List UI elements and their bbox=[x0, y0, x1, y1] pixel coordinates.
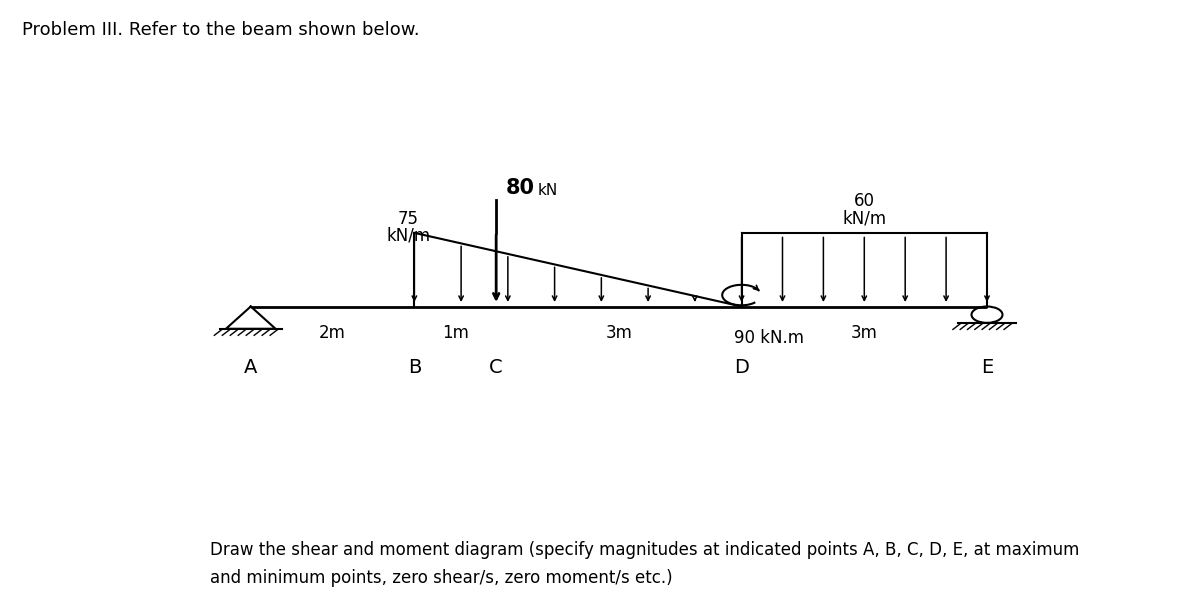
Text: D: D bbox=[734, 357, 749, 376]
Text: 80: 80 bbox=[505, 178, 534, 198]
Text: B: B bbox=[408, 357, 421, 376]
Text: 75: 75 bbox=[397, 210, 419, 228]
Text: C: C bbox=[490, 357, 503, 376]
Text: 1m: 1m bbox=[442, 324, 469, 342]
Text: kN/m: kN/m bbox=[842, 210, 887, 228]
Text: 3m: 3m bbox=[851, 324, 877, 342]
Text: 3m: 3m bbox=[606, 324, 632, 342]
Text: kN: kN bbox=[538, 183, 558, 198]
Text: E: E bbox=[980, 357, 994, 376]
Text: Draw the shear and moment diagram (specify magnitudes at indicated points A, B, : Draw the shear and moment diagram (speci… bbox=[210, 541, 1079, 558]
Text: 2m: 2m bbox=[319, 324, 346, 342]
Text: 60: 60 bbox=[853, 192, 875, 210]
Text: A: A bbox=[244, 357, 258, 376]
Text: Problem III. Refer to the beam shown below.: Problem III. Refer to the beam shown bel… bbox=[22, 21, 419, 39]
Text: 90 kN.m: 90 kN.m bbox=[733, 329, 804, 347]
Text: kN/m: kN/m bbox=[386, 226, 431, 244]
Text: and minimum points, zero shear/s, zero moment/s etc.): and minimum points, zero shear/s, zero m… bbox=[210, 569, 673, 587]
